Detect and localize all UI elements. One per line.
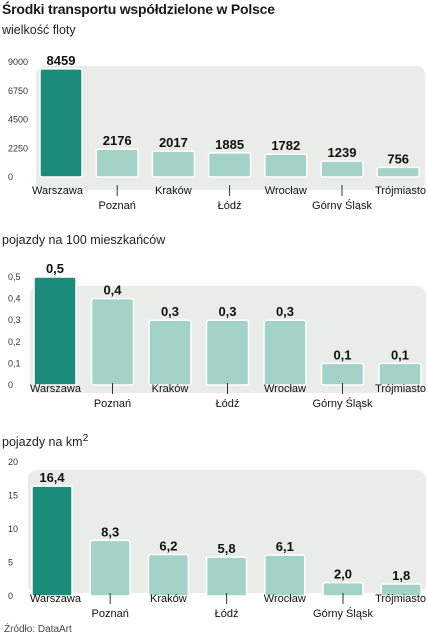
- value-label: 0,5: [46, 261, 64, 276]
- value-label: 0,3: [218, 304, 236, 319]
- source-note: Źródło: DataArt: [4, 624, 72, 635]
- bar: [378, 362, 422, 386]
- bar: [263, 319, 307, 386]
- y-tick-label: 5: [8, 558, 13, 568]
- category-label: Łódź: [216, 398, 240, 410]
- value-label: 1885: [215, 137, 244, 152]
- bar: [205, 556, 248, 597]
- bar: [320, 160, 364, 178]
- chart-title-text: wielkość floty: [2, 23, 76, 38]
- category-label: Górny Śląsk: [313, 397, 373, 410]
- bar: [33, 276, 77, 386]
- value-label: 0,4: [103, 283, 122, 298]
- y-tick-label: 0: [8, 380, 13, 390]
- value-label: 2,0: [334, 567, 352, 582]
- chart-per-100-residents: 0 0,1 0,2 0,3 0,4 0,5 0,5 Warszawa 0,4 Poznań 0,3 K…: [8, 261, 426, 410]
- chart-title-text: pojazdy na km: [2, 435, 83, 450]
- category-label: Trójmiasto: [375, 383, 426, 395]
- category-label: Kraków: [155, 185, 192, 197]
- category-label: Wrocław: [265, 185, 307, 197]
- bar: [147, 553, 190, 597]
- bar: [95, 148, 139, 178]
- category-label: Kraków: [152, 383, 189, 395]
- y-tick-label: 0,2: [8, 337, 21, 347]
- bar: [376, 166, 420, 178]
- category-label: Górny Śląsk: [312, 199, 372, 210]
- value-label: 0,1: [391, 347, 409, 362]
- y-tick-label: 0,4: [8, 294, 21, 304]
- category-label: Łódź: [218, 200, 242, 210]
- chart-fleet-size: 0 2250 4500 6750 9000 8459 Warszawa 2176 Poznań 2…: [8, 53, 426, 210]
- category-label: Poznań: [94, 398, 131, 410]
- bar: [264, 153, 308, 178]
- category-label: Warszawa: [30, 383, 82, 395]
- chart-per-km2: 0 5 10 15 20 16,4 Warszawa 8,3 Poznań 6,2 Kraków 5,…: [8, 457, 426, 620]
- y-tick-label: 0: [8, 172, 13, 182]
- value-label: 0,3: [276, 304, 294, 319]
- y-tick-label: 9000: [8, 57, 28, 67]
- category-label: Trójmiasto: [375, 185, 426, 197]
- y-tick-label: 4500: [8, 115, 28, 125]
- chart-title-per-100-residents: pojazdy na 100 mieszkańców: [2, 231, 165, 247]
- bar: [31, 485, 73, 597]
- value-label: 5,8: [218, 541, 236, 556]
- category-label: Poznań: [92, 608, 129, 620]
- y-tick-label: 10: [8, 524, 18, 534]
- value-label: 16,4: [39, 470, 65, 485]
- category-label: Górny Śląsk: [313, 607, 373, 620]
- value-label: 0,1: [333, 347, 351, 362]
- chart-title-per-km2: pojazdy na km2: [2, 433, 88, 449]
- bar: [264, 554, 306, 597]
- bar: [39, 68, 83, 178]
- category-label: Wrocław: [264, 383, 306, 395]
- bar: [89, 539, 131, 597]
- category-label: Warszawa: [32, 185, 84, 197]
- bar: [151, 150, 196, 178]
- value-label: 6,1: [276, 539, 294, 554]
- bar: [90, 297, 135, 386]
- y-tick-label: 0,3: [8, 315, 21, 325]
- bar: [320, 362, 365, 386]
- chart-title-fleet-size: wielkość floty: [2, 21, 76, 37]
- y-tick-label: 15: [8, 491, 18, 501]
- value-label: 8,3: [101, 524, 119, 539]
- category-label: Wrocław: [264, 593, 306, 605]
- value-label: 1782: [271, 138, 300, 153]
- category-label: Kraków: [150, 593, 187, 605]
- value-label: 8459: [47, 53, 76, 68]
- value-label: 2017: [159, 135, 188, 150]
- y-tick-label: 0,1: [8, 358, 21, 368]
- y-tick-label: 6750: [8, 86, 28, 96]
- bar: [207, 152, 252, 178]
- page-title: Środki transportu współdzielone w Polsce: [2, 1, 275, 17]
- bar: [148, 319, 192, 386]
- y-tick-label: 0: [8, 591, 13, 601]
- category-label: Trójmiasto: [375, 593, 426, 605]
- value-label: 756: [387, 151, 409, 166]
- value-label: 6,2: [159, 538, 177, 553]
- bar: [205, 319, 250, 386]
- category-label: Łódź: [215, 608, 239, 620]
- y-tick-label: 0,5: [8, 272, 21, 282]
- y-tick-label: 20: [8, 457, 18, 467]
- value-label: 1239: [328, 145, 357, 160]
- value-label: 2176: [103, 133, 132, 148]
- value-label: 1,8: [392, 568, 410, 583]
- chart-title-text: pojazdy na 100 mieszkańców: [2, 233, 166, 248]
- category-label: Poznań: [99, 200, 136, 210]
- value-label: 0,3: [161, 304, 179, 319]
- bar: [380, 583, 422, 597]
- category-label: Warszawa: [30, 593, 82, 605]
- y-tick-label: 2250: [8, 143, 28, 153]
- chart-title-superscript: 2: [82, 433, 89, 444]
